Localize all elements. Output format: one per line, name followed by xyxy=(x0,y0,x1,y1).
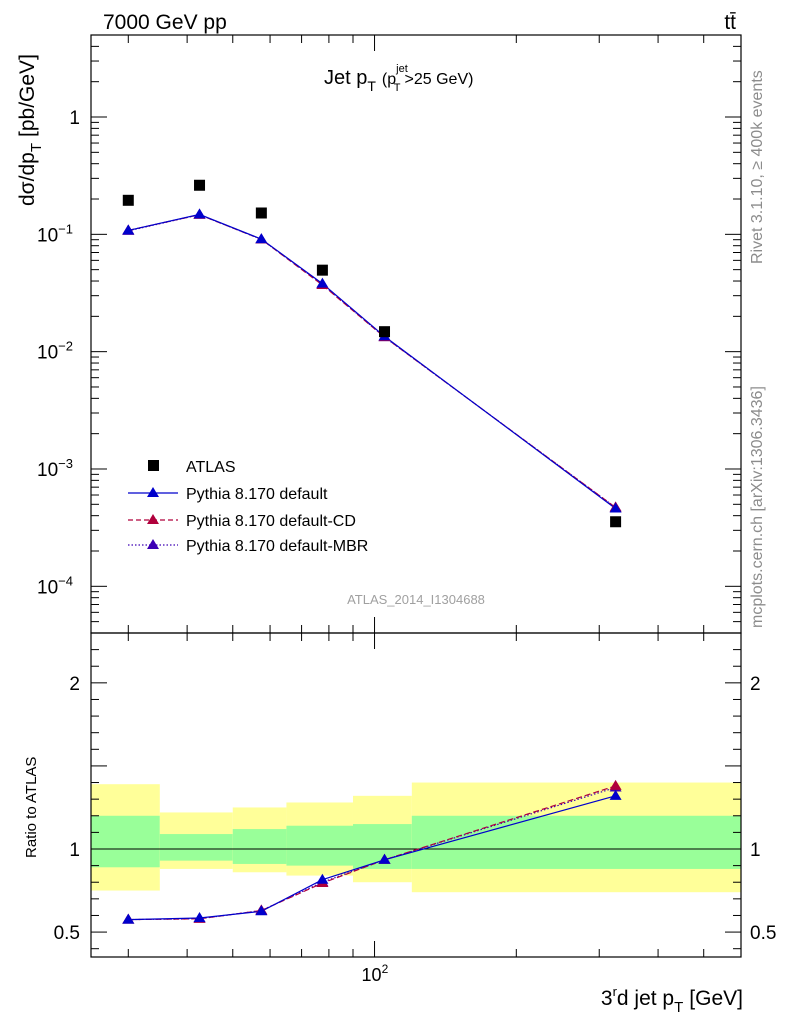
ratio-line-default xyxy=(128,795,616,921)
mcplots-label: mcplots.cern.ch [arXiv:1306.3436] xyxy=(749,386,766,628)
ratio-y-tick-label-left: 2 xyxy=(69,674,80,695)
ratio-uncertainty-bands xyxy=(91,782,741,893)
main-x-ticks xyxy=(127,35,742,633)
ratio-band-inner xyxy=(159,834,233,861)
legend: ATLAS Pythia 8.170 default Pythia 8.170 … xyxy=(128,459,368,555)
legend-label-default-cd: Pythia 8.170 default-CD xyxy=(186,513,356,530)
ratio-y-tick-label-right: 2 xyxy=(750,674,761,695)
legend-label-atlas: ATLAS xyxy=(186,459,236,476)
ratio-band-inner xyxy=(411,815,741,869)
ratio-y-ticks: 0.5 0.5 1 1 2 2 xyxy=(54,649,776,950)
main-panel: 110−110−210−310−4 Jet pT (pjet T >25 GeV) d… xyxy=(16,34,742,634)
ratio-series-layer xyxy=(122,779,622,924)
ratio-y-tick-label-left: 0.5 xyxy=(54,923,80,944)
main-title-cond-post: >25 GeV) xyxy=(405,71,474,88)
ratio-x-ticks: 102 xyxy=(127,633,742,985)
legend-marker-default xyxy=(147,487,159,497)
main-title-text: Jet p xyxy=(324,67,367,89)
main-ylabel-units: [pb/GeV] xyxy=(16,54,39,137)
ratio-y-tick-label-right: 1 xyxy=(750,840,761,861)
main-point-atlas xyxy=(379,326,391,338)
main-title: Jet pT (pjet T >25 GeV) xyxy=(324,63,473,94)
main-point-default xyxy=(609,502,622,513)
main-title-cond-pre: (p xyxy=(382,71,396,88)
ratio-frame xyxy=(90,632,742,958)
legend-marker-default-mbr xyxy=(147,539,159,549)
x-axis-label-pre: 3 xyxy=(601,987,613,1010)
y-tick-label: 1 xyxy=(69,108,80,129)
main-line-default xyxy=(128,213,616,510)
process-label: tt̄ xyxy=(724,11,736,34)
ratio-band-inner xyxy=(286,825,353,866)
main-point-default xyxy=(255,233,268,244)
legend-marker-atlas xyxy=(148,460,159,471)
main-y-ticks: 1 10−1 10−2 10−3 10−4 xyxy=(37,34,741,634)
ratio-point-default xyxy=(122,913,135,924)
x-axis-label-sup: r xyxy=(613,984,618,999)
legend-label-default: Pythia 8.170 default xyxy=(186,486,328,503)
main-point-atlas xyxy=(316,264,328,276)
main-ylabel-text: dσ/dp xyxy=(16,152,39,206)
y-tick-label: 10−1 xyxy=(37,221,73,246)
ratio-panel: 0.5 0.5 1 1 2 2 102 Ratio to ATLAS 3rd jet pT… xyxy=(23,632,776,1016)
ratio-y-tick-label-left: 1 xyxy=(69,840,80,861)
x-axis-label-mid: d jet p xyxy=(617,987,674,1010)
ratio-frame-border xyxy=(90,632,742,958)
main-title-cond-sup: jet xyxy=(395,63,408,75)
ratio-point-default xyxy=(316,873,329,884)
ratio-line-default-cd xyxy=(128,785,616,921)
main-title-sub: T xyxy=(367,78,376,94)
ratio-point-default xyxy=(609,789,622,800)
analysis-watermark: ATLAS_2014_I1304688 xyxy=(347,592,485,607)
main-ylabel: dσ/dpT [pb/GeV] xyxy=(16,54,45,206)
main-point-atlas xyxy=(194,179,206,191)
rivet-label: Rivet 3.1.10, ≥ 400k events xyxy=(749,70,766,264)
ratio-point-default xyxy=(255,905,268,916)
legend-label-default-mbr: Pythia 8.170 default-MBR xyxy=(186,538,368,555)
ratio-point-default-cd xyxy=(609,779,622,790)
x-axis-label-sub: T xyxy=(674,999,683,1016)
main-point-default xyxy=(193,208,206,219)
main-point-atlas xyxy=(610,516,622,528)
y-tick-label: 10−3 xyxy=(37,456,73,481)
main-point-default xyxy=(316,277,329,288)
legend-marker-default-cd xyxy=(147,514,159,524)
x-axis-label: 3rd jet pT [GeV] xyxy=(601,984,743,1016)
main-series-layer xyxy=(122,179,622,528)
main-point-default xyxy=(122,224,135,235)
main-ylabel-sub: T xyxy=(28,143,45,152)
main-point-atlas xyxy=(122,194,134,206)
ratio-y-tick-label-right: 0.5 xyxy=(750,923,776,944)
x-tick-label: 102 xyxy=(362,962,389,985)
ratio-point-default xyxy=(378,853,391,864)
main-point-atlas xyxy=(255,207,267,219)
y-tick-label: 10−2 xyxy=(37,339,73,364)
energy-label: 7000 GeV pp xyxy=(103,11,227,34)
x-axis-label-units: [GeV] xyxy=(689,987,743,1010)
ratio-band-inner xyxy=(232,829,287,864)
y-tick-label: 10−4 xyxy=(37,573,73,598)
ratio-point-default xyxy=(193,911,206,922)
main-title-cond-sub: T xyxy=(394,82,401,94)
ratio-ylabel: Ratio to ATLAS xyxy=(23,757,40,858)
ratio-band-inner xyxy=(91,815,160,868)
